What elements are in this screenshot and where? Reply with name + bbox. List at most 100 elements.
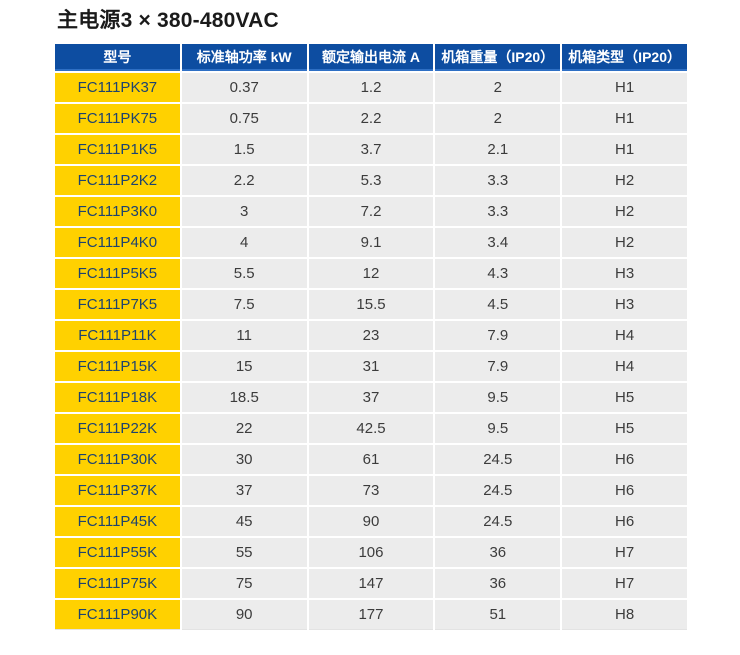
enclosure-type-cell: H5 (562, 414, 687, 443)
enclosure-type-cell: H7 (562, 569, 687, 598)
enclosure-type-cell: H3 (562, 290, 687, 319)
enclosure-weight-cell: 24.5 (435, 445, 561, 474)
shaft-power-cell: 15 (181, 352, 307, 381)
enclosure-weight-cell: 4.3 (435, 259, 561, 288)
enclosure-weight-cell: 7.9 (435, 352, 561, 381)
model-cell: FC111P45K (55, 507, 180, 536)
output-current-cell: 23 (308, 321, 434, 350)
header-enclosure-weight: 机箱重量（IP20） (435, 44, 561, 71)
enclosure-weight-cell: 24.5 (435, 507, 561, 536)
enclosure-type-cell: H2 (562, 166, 687, 195)
model-cell: FC111PK75 (55, 104, 180, 133)
output-current-cell: 1.2 (308, 73, 434, 102)
shaft-power-cell: 5.5 (181, 259, 307, 288)
enclosure-type-cell: H1 (562, 135, 687, 164)
table-row: FC111P55K 55 106 36 H7 (55, 538, 687, 567)
enclosure-weight-cell: 3.4 (435, 228, 561, 257)
shaft-power-cell: 22 (181, 414, 307, 443)
table-row: FC111P30K 30 61 24.5 H6 (55, 445, 687, 474)
table-row: FC111P1K5 1.5 3.7 2.1 H1 (55, 135, 687, 164)
table-row: FC111P4K0 4 9.1 3.4 H2 (55, 228, 687, 257)
output-current-cell: 2.2 (308, 104, 434, 133)
shaft-power-cell: 4 (181, 228, 307, 257)
shaft-power-cell: 90 (181, 600, 307, 630)
enclosure-type-cell: H2 (562, 228, 687, 257)
header-model: 型号 (55, 44, 180, 71)
model-cell: FC111P55K (55, 538, 180, 567)
model-cell: FC111P18K (55, 383, 180, 412)
model-cell: FC111P4K0 (55, 228, 180, 257)
enclosure-type-cell: H6 (562, 445, 687, 474)
header-row: 型号 标准轴功率 kW 额定输出电流 A 机箱重量（IP20） 机箱类型（IP2… (55, 44, 687, 71)
table-row: FC111P75K 75 147 36 H7 (55, 569, 687, 598)
shaft-power-cell: 30 (181, 445, 307, 474)
enclosure-type-cell: H1 (562, 73, 687, 102)
enclosure-weight-cell: 2.1 (435, 135, 561, 164)
enclosure-weight-cell: 7.9 (435, 321, 561, 350)
table-row: FC111PK75 0.75 2.2 2 H1 (55, 104, 687, 133)
enclosure-weight-cell: 2 (435, 104, 561, 133)
power-spec-table: 型号 标准轴功率 kW 额定输出电流 A 机箱重量（IP20） 机箱类型（IP2… (53, 42, 689, 632)
enclosure-type-cell: H5 (562, 383, 687, 412)
shaft-power-cell: 45 (181, 507, 307, 536)
table-row: FC111P37K 37 73 24.5 H6 (55, 476, 687, 505)
table-row: FC111P90K 90 177 51 H8 (55, 600, 687, 630)
header-output-current: 额定输出电流 A (308, 44, 434, 71)
output-current-cell: 37 (308, 383, 434, 412)
model-cell: FC111P22K (55, 414, 180, 443)
shaft-power-cell: 0.37 (181, 73, 307, 102)
table-row: FC111PK37 0.37 1.2 2 H1 (55, 73, 687, 102)
output-current-cell: 9.1 (308, 228, 434, 257)
enclosure-type-cell: H8 (562, 600, 687, 630)
output-current-cell: 3.7 (308, 135, 434, 164)
model-cell: FC111P75K (55, 569, 180, 598)
enclosure-weight-cell: 24.5 (435, 476, 561, 505)
shaft-power-cell: 55 (181, 538, 307, 567)
table-row: FC111P3K0 3 7.2 3.3 H2 (55, 197, 687, 226)
enclosure-weight-cell: 9.5 (435, 383, 561, 412)
table-row: FC111P18K 18.5 37 9.5 H5 (55, 383, 687, 412)
model-cell: FC111P3K0 (55, 197, 180, 226)
shaft-power-cell: 1.5 (181, 135, 307, 164)
enclosure-weight-cell: 9.5 (435, 414, 561, 443)
enclosure-type-cell: H6 (562, 507, 687, 536)
header-enclosure-type: 机箱类型（IP20） (562, 44, 687, 71)
table-body: FC111PK37 0.37 1.2 2 H1 FC111PK75 0.75 2… (55, 73, 687, 630)
model-cell: FC111P7K5 (55, 290, 180, 319)
enclosure-weight-cell: 2 (435, 73, 561, 102)
enclosure-weight-cell: 3.3 (435, 197, 561, 226)
output-current-cell: 90 (308, 507, 434, 536)
output-current-cell: 12 (308, 259, 434, 288)
shaft-power-cell: 37 (181, 476, 307, 505)
model-cell: FC111P2K2 (55, 166, 180, 195)
output-current-cell: 147 (308, 569, 434, 598)
output-current-cell: 15.5 (308, 290, 434, 319)
table-row: FC111P22K 22 42.5 9.5 H5 (55, 414, 687, 443)
model-cell: FC111P11K (55, 321, 180, 350)
shaft-power-cell: 2.2 (181, 166, 307, 195)
output-current-cell: 31 (308, 352, 434, 381)
enclosure-type-cell: H4 (562, 321, 687, 350)
output-current-cell: 5.3 (308, 166, 434, 195)
model-cell: FC111P90K (55, 600, 180, 630)
enclosure-type-cell: H6 (562, 476, 687, 505)
table-row: FC111P5K5 5.5 12 4.3 H3 (55, 259, 687, 288)
enclosure-type-cell: H3 (562, 259, 687, 288)
output-current-cell: 106 (308, 538, 434, 567)
enclosure-weight-cell: 4.5 (435, 290, 561, 319)
model-cell: FC111P5K5 (55, 259, 180, 288)
model-cell: FC111PK37 (55, 73, 180, 102)
enclosure-type-cell: H2 (562, 197, 687, 226)
enclosure-weight-cell: 3.3 (435, 166, 561, 195)
shaft-power-cell: 75 (181, 569, 307, 598)
model-cell: FC111P15K (55, 352, 180, 381)
enclosure-weight-cell: 36 (435, 569, 561, 598)
output-current-cell: 177 (308, 600, 434, 630)
model-cell: FC111P1K5 (55, 135, 180, 164)
table-row: FC111P11K 11 23 7.9 H4 (55, 321, 687, 350)
enclosure-weight-cell: 51 (435, 600, 561, 630)
shaft-power-cell: 18.5 (181, 383, 307, 412)
table-row: FC111P15K 15 31 7.9 H4 (55, 352, 687, 381)
output-current-cell: 42.5 (308, 414, 434, 443)
